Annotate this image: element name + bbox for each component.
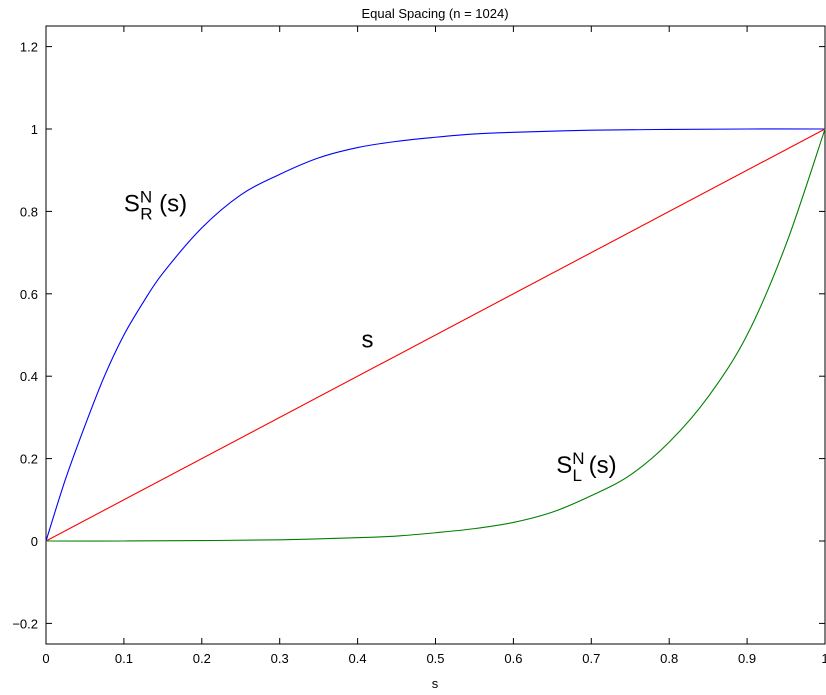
x-tick-label: 0.9 <box>738 651 756 666</box>
x-tick-label: 0 <box>42 651 49 666</box>
curve-label-0: SN R (s) <box>124 187 187 223</box>
series-line-1 <box>45 128 826 542</box>
x-tick-label: 0.5 <box>426 651 444 666</box>
x-tick-label: 0.6 <box>504 651 522 666</box>
x-axis-label: s <box>432 676 439 691</box>
x-tick-label: 0.2 <box>193 651 211 666</box>
plot-area: 0 0.1 0.2 0.3 0.4 0.5 0.6 0.7 0.8 0.9 1 −0.2 0 0.2 0.4… <box>12 25 826 666</box>
y-tick-label: 1 <box>31 122 38 137</box>
y-tick-label: 0.2 <box>20 452 38 467</box>
y-tick-label: 0 <box>31 534 38 549</box>
x-tick-label: 0.8 <box>660 651 678 666</box>
chart-title: Equal Spacing (n = 1024) <box>361 6 508 21</box>
x-tick-label: 0.3 <box>271 651 289 666</box>
curve-label-2: SN L (s) <box>556 449 616 485</box>
y-tick-label: 0.8 <box>20 204 38 219</box>
series-line-2 <box>45 128 826 542</box>
curve-label-1: s <box>361 326 373 353</box>
x-tick-label: 0.1 <box>115 651 133 666</box>
x-tick-label: 1 <box>821 651 826 666</box>
y-tick-label: 0.4 <box>20 369 38 384</box>
y-tick-label: 1.2 <box>20 40 38 55</box>
x-tick-label: 0.4 <box>349 651 367 666</box>
series-line-0 <box>45 128 826 542</box>
y-tick-label: 0.6 <box>20 287 38 302</box>
y-tick-label: −0.2 <box>12 616 38 631</box>
x-tick-label: 0.7 <box>582 651 600 666</box>
